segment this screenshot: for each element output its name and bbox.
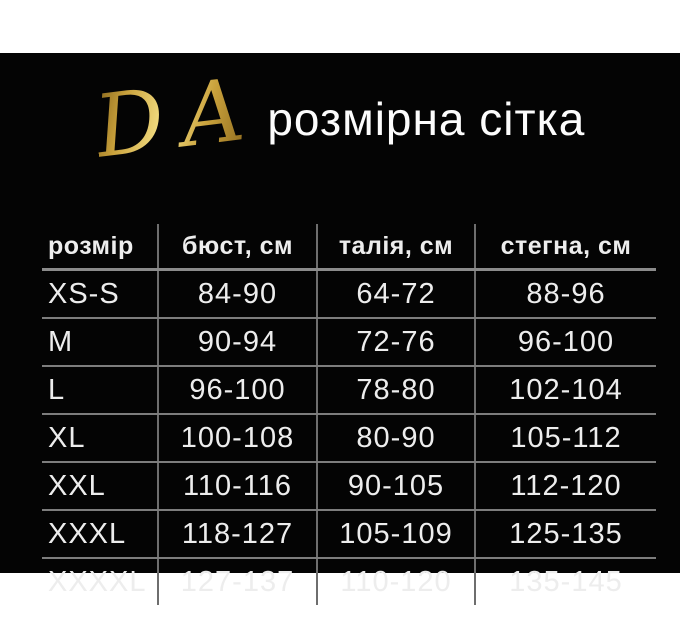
size-table: розмір бюст, см талія, см стегна, см XS-…	[42, 224, 656, 605]
cell-size: XXL	[42, 462, 159, 511]
cell-bust: 96-100	[158, 366, 318, 415]
cell-bust: 127-137	[158, 558, 318, 605]
table-header-row: розмір бюст, см талія, см стегна, см	[42, 224, 656, 271]
table-row: L 96-100 78-80 102-104	[42, 366, 656, 415]
cell-hips: 125-135	[475, 510, 656, 559]
table-row: XS-S 84-90 64-72 88-96	[42, 269, 656, 319]
cell-size: L	[42, 366, 159, 415]
cell-hips: 102-104	[475, 366, 656, 415]
col-header-waist: талія, см	[317, 224, 476, 271]
da-brand-logo: D & A	[90, 67, 248, 170]
table-row: XL 100-108 80-90 105-112	[42, 414, 656, 463]
page-title: розмірна сітка	[267, 93, 586, 145]
cell-hips: 88-96	[475, 269, 656, 319]
cell-bust: 100-108	[158, 414, 318, 463]
cell-hips: 112-120	[475, 462, 656, 511]
cell-hips: 135-145	[509, 565, 623, 598]
col-header-bust: бюст, см	[158, 224, 318, 271]
cell-bust: 84-90	[158, 269, 318, 319]
black-background-panel: D & A розмірна сітка розмір бюст, см тал…	[0, 53, 680, 605]
cell-bust: 118-127	[158, 510, 318, 559]
cell-size: XS-S	[42, 269, 159, 319]
cell-waist: 78-80	[317, 366, 476, 415]
table-row: XXXXL 127-137 110-120 135-145	[42, 558, 656, 605]
col-header-hips: стегна, см	[475, 224, 656, 271]
cell-size: XXXL	[42, 510, 159, 559]
cell-size: XXXXL	[42, 558, 159, 605]
cell-size: XL	[42, 414, 159, 463]
cell-waist: 64-72	[317, 269, 476, 319]
cell-hips: 96-100	[475, 318, 656, 367]
cell-bust: 90-94	[158, 318, 318, 367]
header: D & A розмірна сітка	[0, 61, 680, 177]
cell-bust: 110-116	[158, 462, 318, 511]
cell-waist: 110-120	[317, 558, 476, 605]
cell-waist: 72-76	[317, 318, 476, 367]
table-row: XXXL 118-127 105-109 125-135	[42, 510, 656, 559]
cell-waist: 105-109	[317, 510, 476, 559]
col-header-size: розмір	[42, 224, 159, 271]
table-row: M 90-94 72-76 96-100	[42, 318, 656, 367]
cell-waist: 90-105	[317, 462, 476, 511]
cell-size: M	[42, 318, 159, 367]
cell-hips: 105-112	[475, 414, 656, 463]
cell-waist: 80-90	[317, 414, 476, 463]
table-row: XXL 110-116 90-105 112-120	[42, 462, 656, 511]
logo-ampersand: &	[153, 118, 197, 172]
